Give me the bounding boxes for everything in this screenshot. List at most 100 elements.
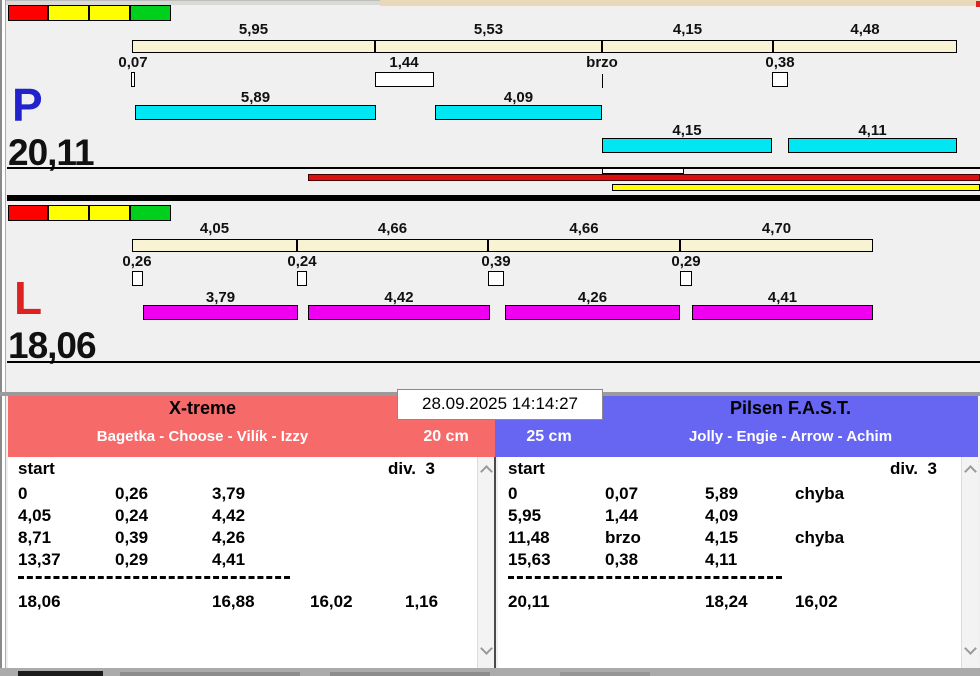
bottom-strip <box>0 668 980 676</box>
l-baseline <box>7 361 980 363</box>
table-cell: 4,05 <box>18 506 52 525</box>
taskbar-remnant <box>330 672 490 676</box>
right-jump-height: 25 cm <box>526 428 572 445</box>
l-split-ruler <box>132 239 873 252</box>
scroll-up-icon[interactable] <box>480 465 493 478</box>
l-status-box-green <box>130 205 171 221</box>
right-table-scrollbar[interactable] <box>961 457 978 668</box>
l-reaction-bar <box>488 271 504 286</box>
left-total-time: 18,06 <box>18 592 61 611</box>
table-cell: 0 <box>508 484 518 503</box>
p-status-box-green <box>130 5 171 21</box>
overlay-red-bar <box>308 174 980 181</box>
left-team-lineup: Bagetka - Choose - Vilík - Izzy <box>96 428 309 445</box>
l-reaction-label: 0,29 <box>671 253 701 270</box>
right-team-lineup: Jolly - Engie - Arrow - Achim <box>688 428 893 445</box>
l-status-box-red <box>8 205 48 221</box>
l-reaction-bar <box>132 271 143 286</box>
top-strip-right <box>380 0 980 6</box>
overlay-white-bar <box>602 168 684 174</box>
table-cell: 0,38 <box>605 550 639 569</box>
top-strip-accent <box>976 1 980 7</box>
top-strip-left <box>0 0 380 5</box>
p-split-ruler <box>132 40 957 53</box>
l-reaction-label: 0,39 <box>481 253 511 270</box>
l-lane-letter: L <box>14 272 43 324</box>
l-reaction-bar <box>297 271 307 286</box>
table-cell: 4,41 <box>212 550 246 569</box>
p-baseline <box>7 167 980 169</box>
left-table-separator <box>18 576 290 579</box>
taskbar-remnant <box>560 672 650 676</box>
p-dog-label: 4,11 <box>858 122 887 139</box>
l-ruler-divider <box>296 239 298 252</box>
l-reaction-bar <box>680 271 692 286</box>
l-dog-label: 4,26 <box>577 289 608 306</box>
p-ruler-divider <box>601 40 603 53</box>
left-table-header-div: div. 3 <box>388 459 435 478</box>
left-total-diff: 1,16 <box>405 592 439 611</box>
l-split-label: 4,66 <box>569 220 599 237</box>
scroll-up-icon[interactable] <box>964 465 977 478</box>
l-dog-bar <box>308 305 490 320</box>
table-cell: chyba <box>795 528 845 547</box>
timestamp: 28.09.2025 14:14:27 <box>422 394 578 413</box>
right-team-name: Pilsen F.A.S.T. <box>729 398 852 418</box>
p-dog-bar <box>435 105 602 120</box>
p-reaction-label: brzo <box>586 54 618 71</box>
p-dog-bar <box>788 138 957 153</box>
l-status-box-yellow2 <box>89 205 130 221</box>
table-cell: 4,09 <box>705 506 739 525</box>
left-table-header-start: start <box>18 459 55 478</box>
l-dog-bar <box>692 305 873 320</box>
p-reaction-bar <box>375 72 434 87</box>
l-lane-total: 18,06 <box>8 325 97 366</box>
l-dog-bar <box>505 305 680 320</box>
scroll-down-icon[interactable] <box>480 642 493 655</box>
table-cell: 4,42 <box>212 506 246 525</box>
table-cell: 3,79 <box>212 484 246 503</box>
p-reaction-bar <box>772 72 788 87</box>
p-status-box-red <box>8 5 48 21</box>
p-dog-bar <box>602 138 772 153</box>
p-status-box-yellow2 <box>89 5 130 21</box>
table-cell: 5,89 <box>705 484 739 503</box>
taskbar-remnant <box>120 672 300 676</box>
left-jump-height: 20 cm <box>423 428 469 445</box>
p-reaction-label: 0,07 <box>118 54 148 71</box>
p-ruler-divider <box>772 40 774 53</box>
window-left-border <box>0 0 6 676</box>
l-ruler-divider <box>487 239 489 252</box>
p-lane-total: 20,11 <box>8 132 95 173</box>
p-dog-label: 4,09 <box>503 89 534 106</box>
l-dog-bar <box>143 305 298 320</box>
table-cell: 0,29 <box>115 550 149 569</box>
lane-divider-bar <box>7 195 980 201</box>
p-reaction-label: 0,38 <box>765 54 795 71</box>
table-cell: 4,26 <box>212 528 246 547</box>
table-cell: 13,37 <box>18 550 61 569</box>
left-table-scrollbar[interactable] <box>477 457 494 668</box>
table-cell: 15,63 <box>508 550 551 569</box>
table-cell: 1,44 <box>605 506 639 525</box>
left-result-table <box>8 457 477 668</box>
p-early-start-mark <box>602 74 603 88</box>
right-total-clean: 18,24 <box>705 592 748 611</box>
table-center-divider <box>494 457 496 668</box>
l-reaction-label: 0,24 <box>287 253 317 270</box>
table-cell: 11,48 <box>508 528 550 547</box>
timestamp-box <box>397 389 603 420</box>
l-status-box-yellow1 <box>48 205 89 221</box>
p-dog-bar <box>135 105 376 120</box>
scroll-down-icon[interactable] <box>964 642 977 655</box>
l-split-label: 4,66 <box>377 220 408 237</box>
l-dog-label: 3,79 <box>205 289 236 306</box>
l-split-label: 4,70 <box>761 220 792 237</box>
l-dog-label: 4,42 <box>384 289 414 306</box>
table-cell: 0,24 <box>115 506 149 525</box>
p-reaction-label: 1,44 <box>389 54 419 71</box>
taskbar-remnant <box>18 671 103 676</box>
left-total-clean: 16,88 <box>212 592 255 611</box>
right-table-header-start: start <box>508 459 545 478</box>
